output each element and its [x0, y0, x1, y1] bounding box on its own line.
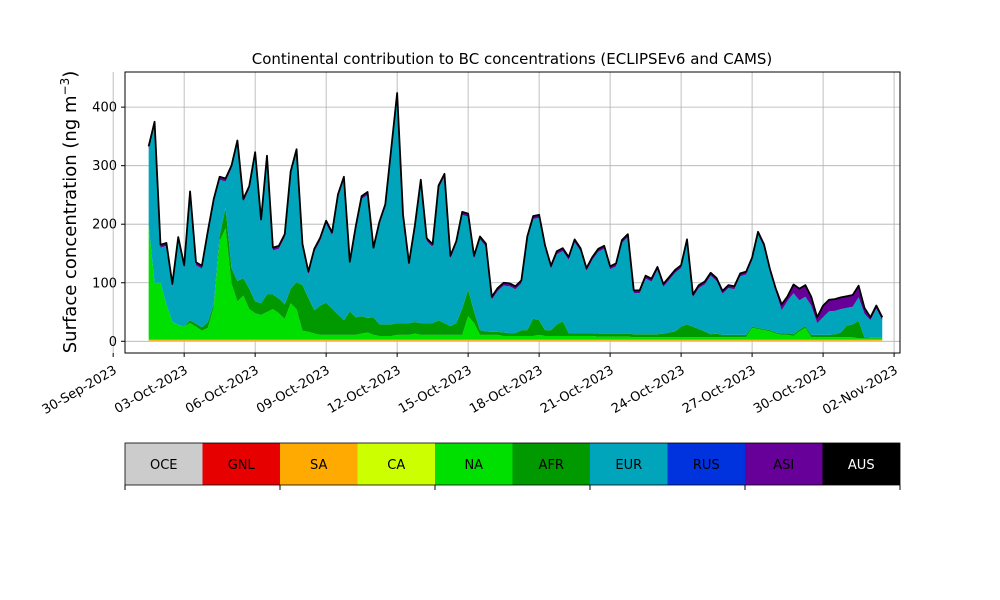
y-tick-label: 300	[92, 159, 117, 174]
legend-label-rus: RUS	[693, 458, 720, 473]
area-na	[148, 225, 883, 340]
colorbar-frame	[124, 442, 901, 486]
y-axis-label-main: Surface concentration (ng m	[60, 95, 81, 353]
legend-swatch-oce	[125, 443, 203, 485]
total-line	[147, 92, 884, 319]
legend-swatch-rus	[667, 443, 745, 485]
area-eur	[148, 96, 883, 338]
y-axis-label-superscript: −3	[58, 78, 72, 96]
legend-swatch-asi	[745, 443, 823, 485]
y-tick-label: 0	[109, 335, 117, 350]
y-tick-label: 100	[92, 276, 117, 291]
x-tick-label: 06-Oct-2023	[183, 363, 261, 417]
x-tick-label: 09-Oct-2023	[254, 363, 332, 417]
legend-label-gnl: GNL	[228, 458, 256, 473]
x-tick-label: 30-Oct-2023	[751, 363, 829, 417]
legend-label-oce: OCE	[150, 458, 178, 473]
area-oce	[148, 340, 883, 342]
legend-label-eur: EUR	[615, 458, 642, 473]
legend-swatch-aus	[822, 443, 900, 485]
legend-swatch-ca	[357, 443, 435, 485]
legend-swatch-afr	[512, 443, 590, 485]
legend-label-na: NA	[464, 458, 483, 473]
legend-label-aus: AUS	[848, 458, 875, 473]
legend-label-asi: ASI	[773, 458, 794, 473]
region-colorbar: OCE GNL SA CA NA AFR EUR RUS ASI AUS	[124, 442, 901, 490]
x-tick-label: 12-Oct-2023	[325, 363, 403, 417]
x-tick-label: 15-Oct-2023	[396, 363, 474, 417]
stacked-areas	[148, 93, 883, 342]
legend-label-afr: AFR	[539, 458, 564, 473]
y-tick-label: 400	[92, 101, 117, 116]
legend-swatch-sa	[280, 443, 358, 485]
total-outline	[147, 92, 884, 319]
x-tick-label: 21-Oct-2023	[538, 363, 616, 417]
y-axis-label-close: )	[60, 71, 81, 78]
y-axis-ticks: 0 100 200 300 400	[92, 101, 125, 350]
area-asi	[148, 93, 883, 324]
legend-swatch-na	[435, 443, 513, 485]
x-tick-label: 18-Oct-2023	[467, 363, 545, 417]
area-sa	[148, 339, 883, 341]
x-tick-label: 27-Oct-2023	[680, 363, 758, 417]
plot-frame	[124, 71, 901, 354]
y-axis-label: Surface concentration (ng m−3)	[58, 71, 81, 354]
y-tick-label: 200	[92, 218, 117, 233]
chart-title: Continental contribution to BC concentra…	[252, 50, 773, 68]
x-tick-label: 30-Sep-2023	[40, 363, 120, 418]
legend-swatch-eur	[590, 443, 668, 485]
x-tick-label: 03-Oct-2023	[112, 363, 190, 417]
x-axis-ticks: 30-Sep-202303-Oct-202306-Oct-202309-Oct-…	[40, 353, 900, 418]
x-tick-label: 02-Nov-2023	[820, 363, 900, 418]
legend-label-sa: SA	[310, 458, 327, 473]
legend-swatch-gnl	[202, 443, 280, 485]
x-tick-label: 24-Oct-2023	[609, 363, 687, 417]
legend-label-ca: CA	[387, 458, 405, 473]
